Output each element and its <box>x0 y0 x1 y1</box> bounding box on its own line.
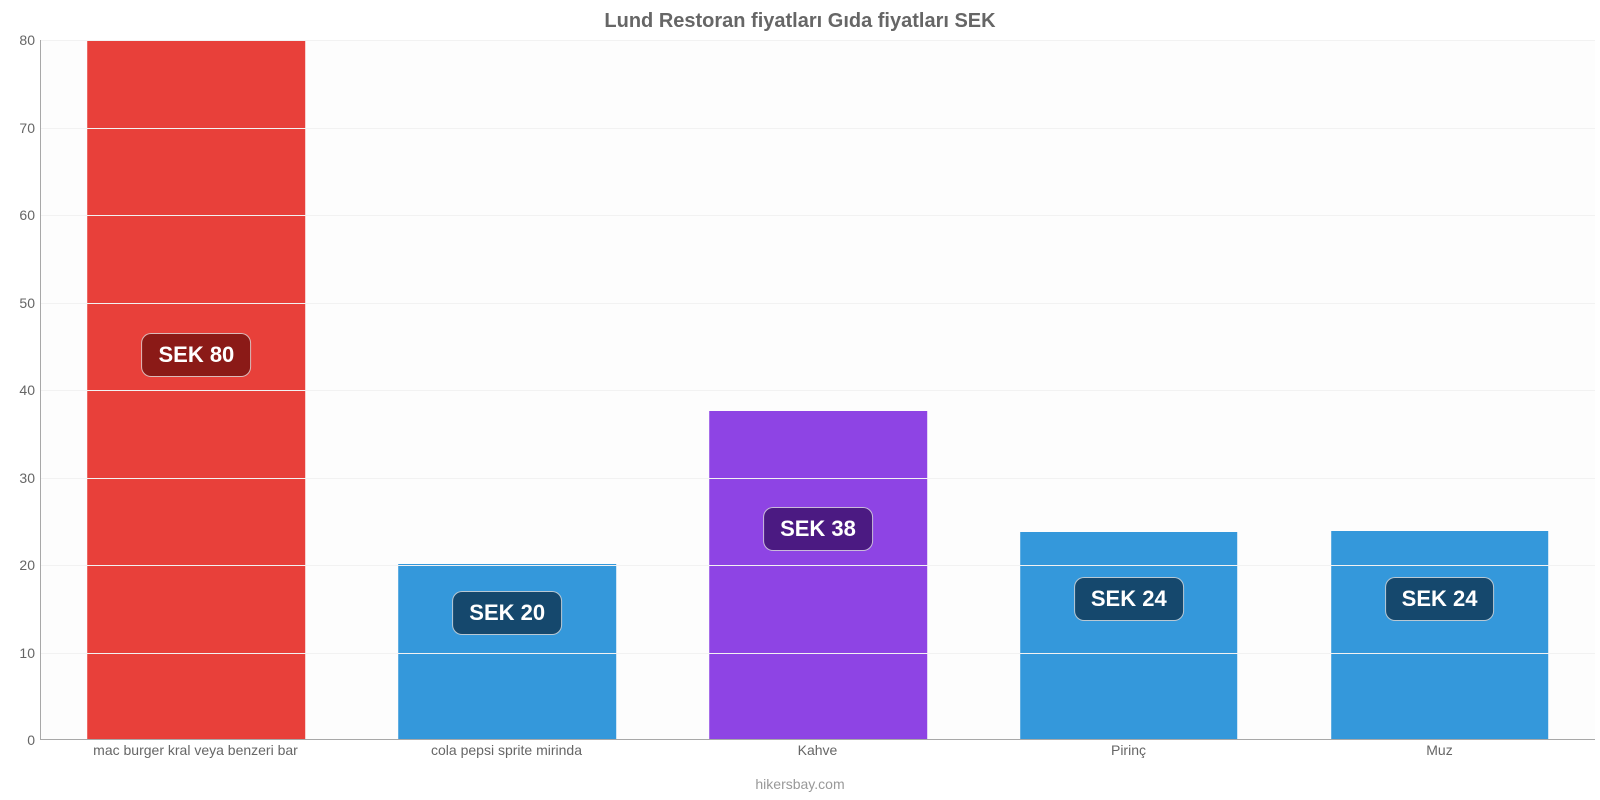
grid-line <box>41 478 1595 479</box>
x-tick-label: Pirinç <box>973 742 1284 758</box>
y-tick-label: 0 <box>27 732 41 748</box>
chart-title: Lund Restoran fiyatları Gıda fiyatları S… <box>0 10 1600 33</box>
bar <box>709 411 927 739</box>
grid-line <box>41 128 1595 129</box>
bar-chart: Lund Restoran fiyatları Gıda fiyatları S… <box>0 0 1600 800</box>
grid-line <box>41 215 1595 216</box>
plot-area: SEK 80SEK 20SEK 38SEK 24SEK 24 010203040… <box>40 40 1595 740</box>
value-badge: SEK 20 <box>452 591 562 635</box>
x-tick-label: cola pepsi sprite mirinda <box>351 742 662 758</box>
bar <box>1331 531 1549 739</box>
x-tick-label: Kahve <box>662 742 973 758</box>
y-tick-label: 30 <box>19 470 41 486</box>
value-badge: SEK 80 <box>141 333 251 377</box>
y-tick-label: 70 <box>19 120 41 136</box>
bar <box>1020 532 1238 739</box>
chart-footer: hikersbay.com <box>0 776 1600 792</box>
grid-line <box>41 565 1595 566</box>
grid-line <box>41 40 1595 41</box>
y-tick-label: 10 <box>19 645 41 661</box>
grid-line <box>41 653 1595 654</box>
x-tick-label: mac burger kral veya benzeri bar <box>40 742 351 758</box>
y-tick-label: 50 <box>19 295 41 311</box>
y-tick-label: 60 <box>19 207 41 223</box>
x-tick-label: Muz <box>1284 742 1595 758</box>
value-badge: SEK 38 <box>763 507 873 551</box>
grid-line <box>41 390 1595 391</box>
value-badge: SEK 24 <box>1385 577 1495 621</box>
value-badge: SEK 24 <box>1074 577 1184 621</box>
y-tick-label: 20 <box>19 557 41 573</box>
x-axis-labels: mac burger kral veya benzeri barcola pep… <box>40 742 1595 758</box>
grid-line <box>41 303 1595 304</box>
y-tick-label: 40 <box>19 382 41 398</box>
y-tick-label: 80 <box>19 32 41 48</box>
